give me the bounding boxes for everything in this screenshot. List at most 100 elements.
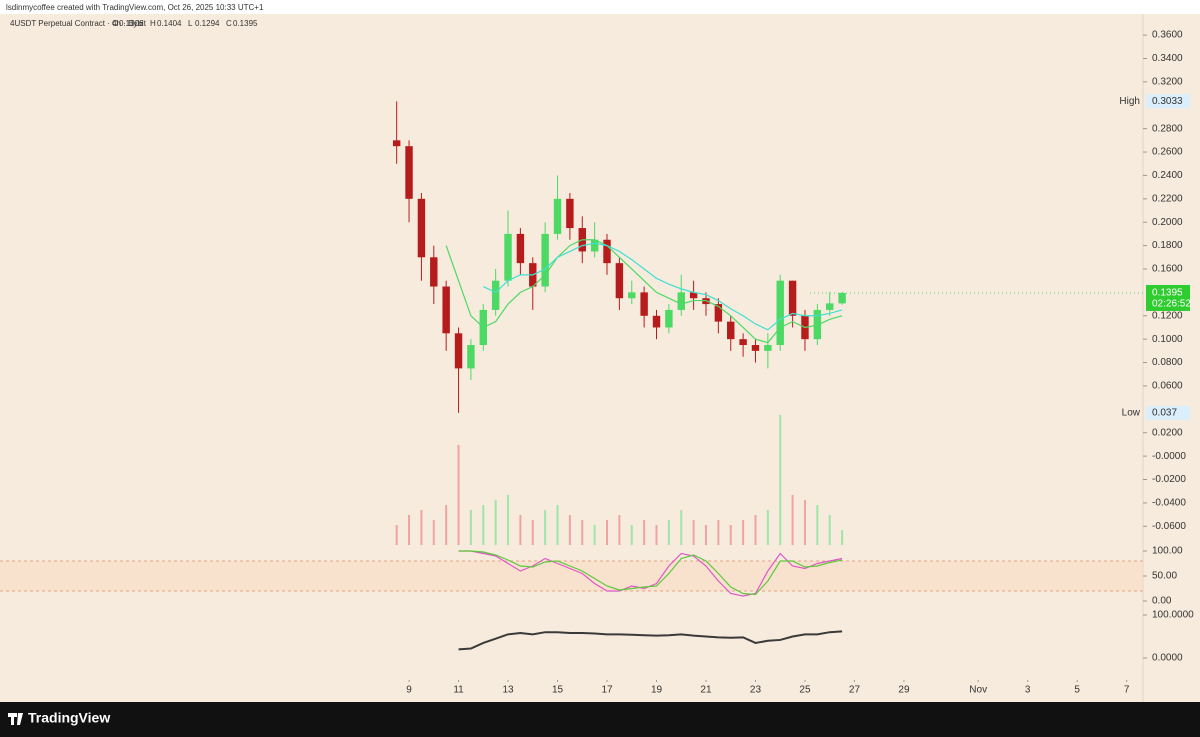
candle-body <box>615 263 624 299</box>
y-tick-label: -0.0200 <box>1152 474 1186 485</box>
candle-body <box>727 321 735 340</box>
ohlc-value: 0.1404 <box>157 19 182 28</box>
ohlc-value: 0.1294 <box>195 19 220 28</box>
footer-bar <box>0 702 1200 737</box>
ohlc-label: L <box>188 19 193 28</box>
volume-bar <box>717 520 720 545</box>
high_marker-label: High <box>1119 96 1140 107</box>
candle-body <box>628 292 636 299</box>
volume-bar <box>655 525 658 545</box>
candle-body <box>516 233 525 264</box>
logo <box>8 713 23 725</box>
ohlc-value: 0.1395 <box>233 19 258 28</box>
volume-bar <box>606 520 609 545</box>
candle-body <box>665 309 673 328</box>
volume-bar <box>494 500 497 545</box>
volume-bar <box>667 520 670 545</box>
x-tick-label: 21 <box>700 685 712 696</box>
y-tick-label: 0.3600 <box>1152 30 1183 41</box>
low_marker-label: Low <box>1122 407 1141 418</box>
y-tick-label: 0.2000 <box>1152 217 1183 228</box>
y-tick-label: 100.0000 <box>1152 610 1194 621</box>
volume-bar <box>544 510 547 545</box>
volume-bar <box>556 505 559 545</box>
line-series <box>458 630 843 651</box>
candle-body <box>417 198 426 258</box>
y-tick-label: 0.0000 <box>1152 653 1183 664</box>
volume-bar <box>643 520 646 545</box>
x-tick-label: 29 <box>898 685 910 696</box>
volume-bar <box>841 530 844 545</box>
volume-bar <box>754 515 757 545</box>
volume-bar <box>630 525 633 545</box>
ohlc-label: C <box>226 19 232 28</box>
watermark: lsdinmycoffee created with TradingView.c… <box>6 3 264 12</box>
x-tick-label: 5 <box>1074 685 1080 696</box>
volume-bar <box>469 510 472 545</box>
low_marker-box <box>1146 405 1190 420</box>
candle-body <box>764 345 772 351</box>
candle-body <box>788 280 797 316</box>
volume-bar <box>568 515 571 545</box>
brand: TradingView <box>28 710 110 726</box>
volume-bar <box>766 510 769 545</box>
volume-bar <box>395 525 398 545</box>
y-tick-label: 0.1800 <box>1152 240 1183 251</box>
y-tick-label: 50.00 <box>1152 571 1177 582</box>
x-tick-label: 27 <box>849 685 861 696</box>
volume-bar <box>408 515 411 545</box>
y-tick-label: 0.3400 <box>1152 53 1183 64</box>
volume-bar <box>816 505 819 545</box>
x-tick-label: 17 <box>601 685 613 696</box>
y-tick-label: 0.1200 <box>1152 310 1183 321</box>
candle-body <box>714 304 723 322</box>
y-tick-label: 0.1000 <box>1152 334 1183 345</box>
y-tick-label: 0.0600 <box>1152 381 1183 392</box>
y-tick-label: 0.3200 <box>1152 77 1183 88</box>
line-series <box>483 242 843 331</box>
ohlc-value: 0.1306 <box>119 19 144 28</box>
candle-body <box>553 198 562 234</box>
ohlc-label: O <box>112 19 118 28</box>
y-tick-label: 0.00 <box>1152 596 1172 607</box>
candle-body <box>640 292 648 316</box>
volume-bar <box>432 520 435 545</box>
line-series <box>458 550 843 596</box>
x-tick-label: 9 <box>406 685 412 696</box>
band <box>0 561 1143 591</box>
x-tick-label: 3 <box>1025 685 1031 696</box>
y-tick-label: -0.0000 <box>1152 451 1186 462</box>
y-tick-label: -0.0400 <box>1152 498 1186 509</box>
volume-bar <box>507 495 510 545</box>
candle-body <box>430 257 438 287</box>
candle-body <box>590 239 599 252</box>
y-tick-label: 0.2800 <box>1152 123 1183 134</box>
candle-body <box>826 303 834 310</box>
candle-body <box>739 339 747 346</box>
candle-body <box>652 315 661 328</box>
volume-bar <box>531 520 534 545</box>
line-series <box>445 239 843 344</box>
y-tick-label: 100.00 <box>1152 546 1183 557</box>
volume-bar <box>779 415 782 545</box>
y-tick-label: 0.2600 <box>1152 147 1183 158</box>
volume-bar <box>680 510 683 545</box>
volume-bar <box>445 505 448 545</box>
candle-body <box>392 140 401 147</box>
candle-body <box>442 286 450 334</box>
candle-body <box>491 280 500 310</box>
x-tick-label: Nov <box>969 685 987 696</box>
candle-body <box>677 292 685 310</box>
candle-body <box>751 345 760 351</box>
volume-bar <box>692 520 695 545</box>
y-tick-label: 0.1600 <box>1152 264 1183 275</box>
volume-bar <box>457 445 460 545</box>
x-tick-label: 15 <box>552 685 564 696</box>
volume-bar <box>803 500 806 545</box>
volume-bar <box>791 495 794 545</box>
volume-bar <box>618 515 621 545</box>
x-tick-label: 23 <box>750 685 762 696</box>
x-tick-label: 11 <box>453 685 464 696</box>
volume-bar <box>482 505 485 545</box>
volume-bar <box>704 525 707 545</box>
